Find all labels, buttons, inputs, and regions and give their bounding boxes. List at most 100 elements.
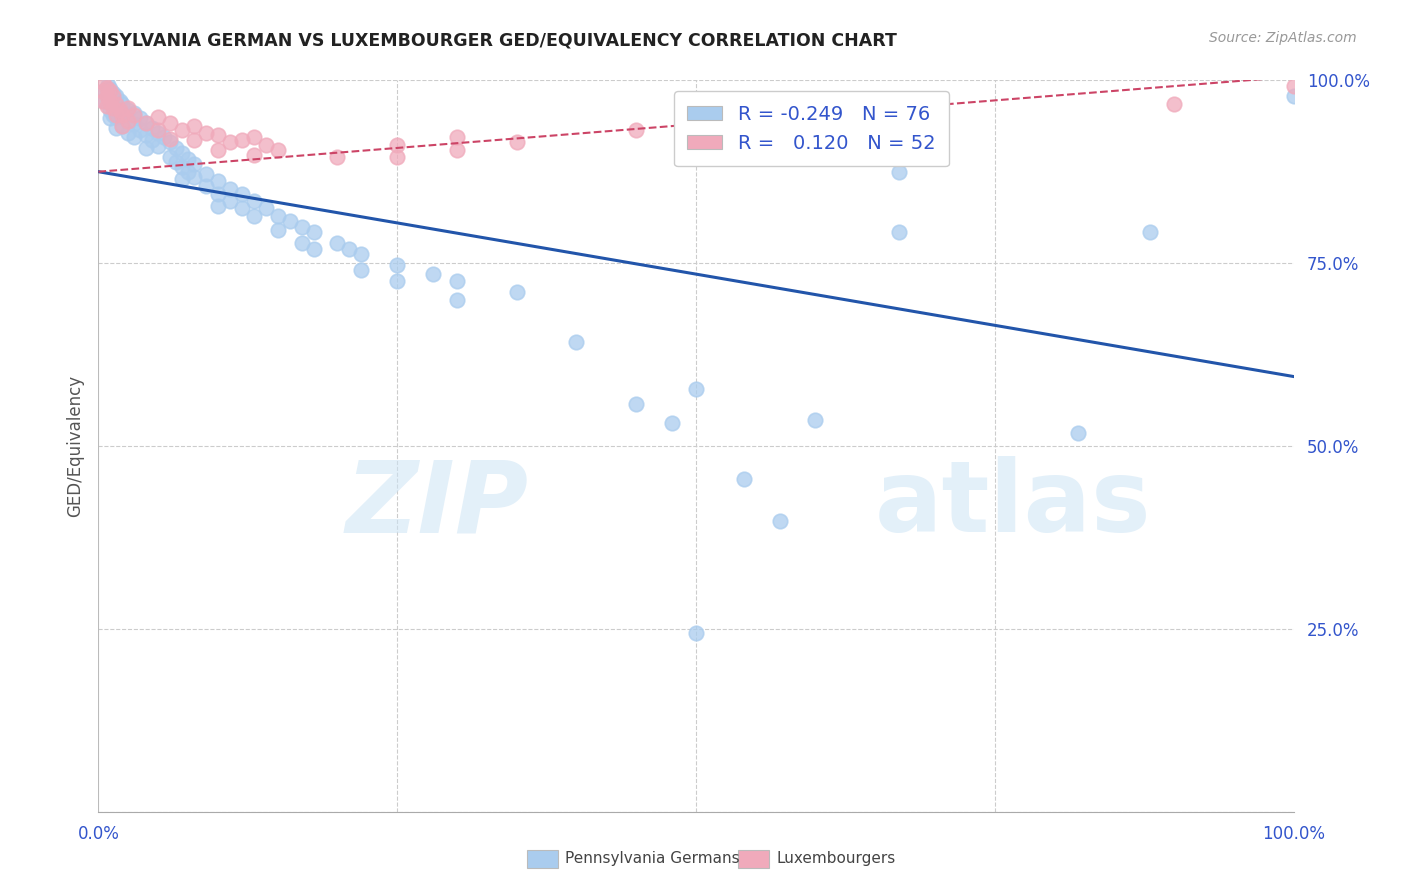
Point xyxy=(446,293,468,307)
Point xyxy=(97,89,120,103)
Text: Source: ZipAtlas.com: Source: ZipAtlas.com xyxy=(1209,31,1357,45)
Point xyxy=(105,108,128,122)
Point xyxy=(350,263,373,277)
Point xyxy=(339,242,361,256)
Point xyxy=(101,108,124,122)
Point xyxy=(177,153,200,167)
Point xyxy=(165,140,187,154)
Point xyxy=(267,143,290,157)
Point xyxy=(129,112,152,126)
Point xyxy=(1139,226,1161,240)
Point xyxy=(243,130,266,145)
Point xyxy=(565,335,588,350)
Point xyxy=(96,89,118,103)
Point xyxy=(97,78,120,93)
Point xyxy=(111,119,134,133)
Point xyxy=(243,209,266,223)
Point xyxy=(385,258,409,272)
Point xyxy=(159,136,181,150)
Point xyxy=(924,113,946,128)
Text: PENNSYLVANIA GERMAN VS LUXEMBOURGER GED/EQUIVALENCY CORRELATION CHART: PENNSYLVANIA GERMAN VS LUXEMBOURGER GED/… xyxy=(53,31,897,49)
Point xyxy=(105,120,128,135)
Point xyxy=(733,472,755,486)
Point xyxy=(108,103,131,118)
Point xyxy=(135,116,157,130)
Point xyxy=(195,179,218,194)
Point xyxy=(673,143,696,157)
Point xyxy=(159,132,181,146)
Point xyxy=(326,235,349,250)
Point xyxy=(148,110,170,124)
Point xyxy=(135,128,157,142)
Point xyxy=(124,130,146,145)
Point xyxy=(117,103,139,117)
Point xyxy=(111,108,134,122)
Point xyxy=(183,133,205,147)
Point xyxy=(172,123,194,137)
Point xyxy=(105,89,128,103)
Point xyxy=(350,247,373,261)
Point xyxy=(177,164,200,178)
Point xyxy=(172,172,194,186)
Point xyxy=(661,416,683,430)
Point xyxy=(278,213,301,227)
Point xyxy=(254,137,277,152)
Point xyxy=(98,103,122,117)
Point xyxy=(219,194,242,208)
Point xyxy=(135,140,157,154)
Point xyxy=(172,160,194,174)
Point xyxy=(141,133,163,147)
Point xyxy=(195,167,218,181)
Point xyxy=(446,143,468,157)
Point xyxy=(108,94,131,108)
Point xyxy=(506,285,529,300)
Point xyxy=(124,106,146,120)
Point xyxy=(243,194,266,208)
Point xyxy=(124,117,146,131)
Point xyxy=(117,113,139,128)
Point xyxy=(148,139,170,153)
Y-axis label: GED/Equivalency: GED/Equivalency xyxy=(66,375,84,517)
Point xyxy=(768,514,790,528)
Point xyxy=(889,226,911,240)
Point xyxy=(207,128,229,142)
Point xyxy=(231,202,253,216)
Point xyxy=(96,80,118,95)
Point xyxy=(117,113,139,128)
Point xyxy=(159,150,181,164)
Point xyxy=(685,625,707,640)
Point xyxy=(302,226,325,240)
Point xyxy=(446,130,468,145)
Text: atlas: atlas xyxy=(876,456,1152,553)
Point xyxy=(153,130,176,145)
Point xyxy=(183,169,205,184)
Point xyxy=(98,92,122,106)
Text: Luxembourgers: Luxembourgers xyxy=(776,852,896,866)
Point xyxy=(804,413,827,427)
Point xyxy=(219,181,242,195)
Point xyxy=(101,89,124,103)
Point xyxy=(1282,89,1305,103)
Point xyxy=(207,199,229,213)
Text: ZIP: ZIP xyxy=(346,456,529,553)
Point xyxy=(422,267,444,281)
Point xyxy=(148,123,170,137)
Point xyxy=(1282,79,1305,94)
Point xyxy=(129,123,152,137)
Point xyxy=(165,155,187,169)
Point xyxy=(96,99,118,113)
Point xyxy=(105,99,128,113)
Point xyxy=(254,202,277,216)
Point xyxy=(626,123,648,137)
Point xyxy=(207,174,229,188)
Point xyxy=(135,116,157,130)
Point xyxy=(111,96,134,111)
Point xyxy=(385,275,409,289)
Text: Pennsylvania Germans: Pennsylvania Germans xyxy=(565,852,740,866)
Point xyxy=(117,126,139,140)
Legend: R = -0.249   N = 76, R =   0.120   N = 52: R = -0.249 N = 76, R = 0.120 N = 52 xyxy=(673,92,949,167)
Point xyxy=(302,242,325,256)
Point xyxy=(159,116,181,130)
Point xyxy=(91,94,114,108)
Point xyxy=(685,382,707,396)
